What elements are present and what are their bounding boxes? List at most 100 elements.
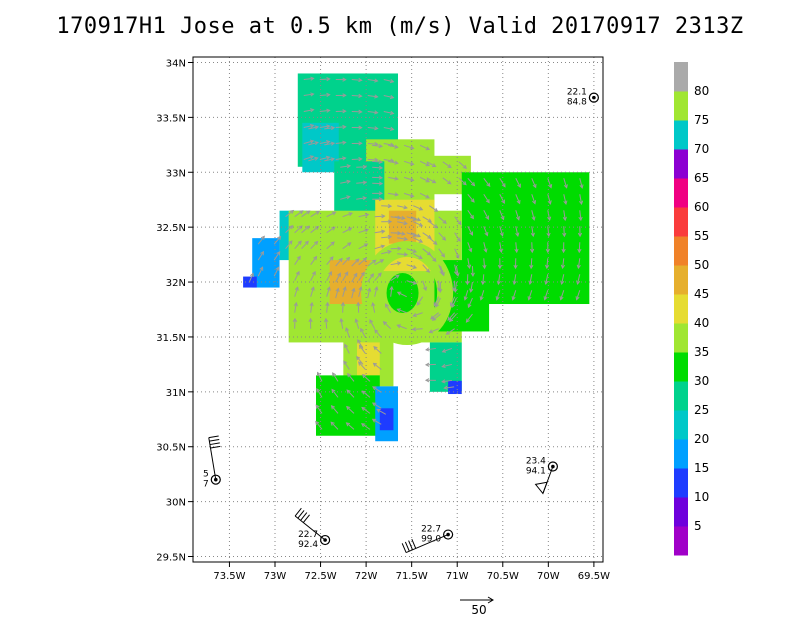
wind-vector xyxy=(577,258,581,269)
wind-vector-head xyxy=(276,250,281,256)
colorbar-swatch xyxy=(674,120,688,150)
wind-vector xyxy=(340,180,351,184)
wind-vector xyxy=(335,273,341,283)
wind-vector-head xyxy=(310,76,315,81)
wind-vector xyxy=(397,291,407,298)
wind-vector xyxy=(480,290,485,300)
wind-vector-head xyxy=(309,155,315,160)
wind-vector-head xyxy=(340,301,346,307)
wind-vector-head xyxy=(260,250,265,256)
wind-vector xyxy=(447,312,456,321)
wind-vector xyxy=(325,318,328,329)
station-barb-feather xyxy=(210,445,221,449)
wind-vector-head xyxy=(299,210,304,215)
x-tick-label: 70.5W xyxy=(487,571,519,582)
wind-vector xyxy=(257,235,265,245)
wind-vector xyxy=(422,264,430,273)
wind-vector xyxy=(403,192,414,197)
wind-vector-head xyxy=(479,296,484,301)
wind-vector-head xyxy=(295,270,300,276)
wind-vector xyxy=(367,126,378,130)
wind-vector-head xyxy=(544,264,550,270)
wind-vector xyxy=(403,176,414,181)
wind-vector-head xyxy=(297,240,302,245)
wind-vector xyxy=(310,271,316,281)
wind-vector xyxy=(372,166,383,169)
wind-vector xyxy=(344,344,350,354)
wind-vector xyxy=(316,388,323,398)
wind-vector-head xyxy=(431,179,437,184)
wind-vector-head xyxy=(467,303,472,309)
wind-vector-head xyxy=(517,183,521,189)
y-tick-label: 30N xyxy=(166,498,186,509)
wind-vector xyxy=(483,177,491,187)
wind-vector xyxy=(367,273,374,283)
wind-vector-head xyxy=(395,274,400,279)
wind-vector-head xyxy=(310,108,315,113)
colorbar-swatch xyxy=(674,323,688,353)
wind-vector-head xyxy=(314,125,320,130)
wind-vector xyxy=(560,290,565,300)
wind-vector-head xyxy=(378,143,384,149)
wind-vector-head xyxy=(456,237,461,242)
wind-vector xyxy=(374,272,382,282)
station-value-bottom: 99.0 xyxy=(421,535,441,545)
wind-vector xyxy=(579,210,582,221)
wind-vector-head xyxy=(410,177,415,182)
wind-vector xyxy=(528,290,533,300)
wind-vector xyxy=(513,274,517,285)
wind-vector xyxy=(515,194,521,204)
wind-vector-head xyxy=(345,327,350,332)
wind-vector xyxy=(351,158,362,160)
wind-vector xyxy=(342,212,353,218)
colorbar-label: 15 xyxy=(694,461,709,475)
colorbar-label: 45 xyxy=(694,287,709,301)
wind-vector-head xyxy=(332,372,336,377)
wind-vector-head xyxy=(449,317,454,323)
station-barb-feather xyxy=(404,541,410,552)
station-marker: 57 xyxy=(203,435,221,490)
wind-vector xyxy=(324,158,335,162)
wind-vector xyxy=(390,286,393,297)
wind-vector-head xyxy=(532,183,537,189)
wind-vector-head xyxy=(576,264,581,270)
wind-vector-head xyxy=(418,222,424,227)
station-value-top: 22.7 xyxy=(421,525,441,535)
colorbar-label: 70 xyxy=(694,142,709,156)
wind-vector-head xyxy=(314,156,319,161)
wind-vector xyxy=(406,264,417,269)
wind-vector-head xyxy=(482,264,487,270)
wind-vector xyxy=(442,347,453,353)
wind-vector-head xyxy=(453,288,458,293)
wind-vector xyxy=(397,237,408,240)
wind-vector xyxy=(449,313,457,322)
station-barb-feather xyxy=(411,539,417,549)
wind-vector xyxy=(383,142,394,146)
wind-vector xyxy=(374,230,385,234)
wind-vector-head xyxy=(330,241,335,246)
wind-vector-head xyxy=(369,319,374,324)
wind-vector-head xyxy=(309,301,314,307)
wind-vector-head xyxy=(403,236,409,241)
wind-vector xyxy=(383,94,394,99)
wind-vector-head xyxy=(457,220,462,226)
wind-vector xyxy=(372,418,382,425)
wind-vector xyxy=(515,178,521,188)
colorbar-label: 25 xyxy=(694,403,709,417)
x-tick-label: 73.5W xyxy=(213,571,245,582)
wind-vector xyxy=(361,423,371,430)
wind-vector-head xyxy=(576,280,581,285)
wind-vector-head xyxy=(325,155,331,160)
wind-vector xyxy=(562,258,565,269)
wind-vector xyxy=(547,210,551,221)
wind-vector-head xyxy=(331,226,336,231)
wind-vector xyxy=(358,243,368,250)
wind-vector xyxy=(397,205,407,209)
wind-vector xyxy=(441,379,452,383)
wind-vector xyxy=(331,389,339,398)
wind-vector xyxy=(483,242,487,253)
wind-vector-head xyxy=(455,272,460,277)
wind-vector-head xyxy=(438,288,443,294)
wind-vector-head xyxy=(374,94,379,99)
wind-vector-head xyxy=(418,238,424,243)
